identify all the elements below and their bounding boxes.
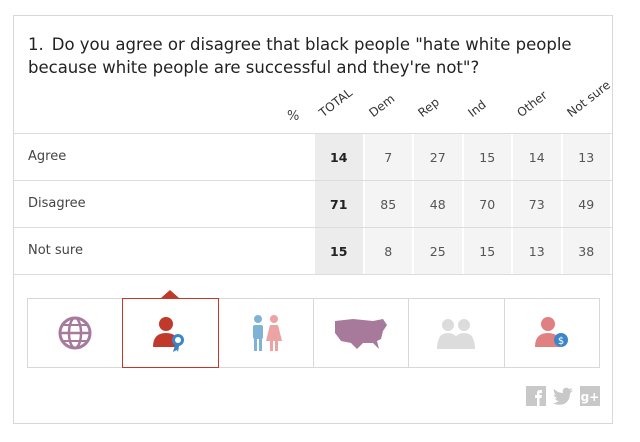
cell: 15	[461, 228, 511, 274]
row-divider	[14, 180, 612, 181]
cell: 38	[560, 228, 610, 274]
column-header: Rep	[415, 94, 442, 120]
row-divider	[14, 133, 612, 134]
cell: 8	[362, 228, 412, 274]
twitter-icon[interactable]	[552, 386, 574, 406]
cell: 14	[313, 134, 363, 180]
question-number: 1.	[28, 35, 44, 54]
cell: 73	[511, 181, 561, 227]
tab-overall[interactable]	[27, 298, 124, 368]
cell: 27	[412, 134, 462, 180]
column-header: Ind	[464, 97, 489, 120]
usa-map-icon	[335, 319, 388, 349]
people-icon	[437, 319, 476, 349]
cell: 49	[560, 181, 610, 227]
googleplus-icon[interactable]: g+	[580, 386, 600, 406]
cell: 25	[412, 228, 462, 274]
cell: 13	[560, 134, 610, 180]
gender-icon	[252, 315, 282, 351]
tab-income[interactable]: $	[503, 298, 600, 368]
question: 1. Do you agree or disagree that black pe…	[28, 33, 588, 79]
row-divider	[14, 227, 612, 228]
party-icon	[153, 317, 185, 352]
tab-party[interactable]	[122, 290, 219, 368]
cell: 7	[362, 134, 412, 180]
globe-icon	[58, 316, 92, 350]
question-text: Do you agree or disagree that black peop…	[28, 35, 572, 77]
cell: 70	[461, 181, 511, 227]
cell: 71	[313, 181, 363, 227]
cell: 13	[511, 228, 561, 274]
tab-gender[interactable]	[217, 298, 314, 368]
row-label: Agree	[28, 149, 67, 164]
cell: 15	[313, 228, 363, 274]
poll-card: 1. Do you agree or disagree that black pe…	[13, 15, 613, 424]
cell: 85	[362, 181, 412, 227]
column-header: Other	[514, 87, 550, 120]
svg-text:g+: g+	[581, 390, 600, 404]
unit-label: %	[287, 109, 300, 124]
facebook-icon[interactable]	[526, 386, 546, 406]
breakdown-tabs: $	[27, 290, 600, 368]
row-label: Not sure	[28, 243, 83, 258]
row-divider	[14, 274, 612, 275]
svg-text:$: $	[558, 336, 564, 347]
income-icon: $	[534, 317, 568, 347]
row-label: Disagree	[28, 196, 86, 211]
cell: 15	[461, 134, 511, 180]
tab-race[interactable]	[408, 298, 505, 368]
social-links: g+	[526, 386, 600, 406]
tab-region[interactable]	[312, 298, 410, 368]
cell: 14	[511, 134, 561, 180]
column-header: Dem	[365, 91, 397, 120]
column-header: TOTAL	[316, 85, 356, 120]
cell: 48	[412, 181, 462, 227]
column-header: Not sure	[563, 77, 613, 120]
